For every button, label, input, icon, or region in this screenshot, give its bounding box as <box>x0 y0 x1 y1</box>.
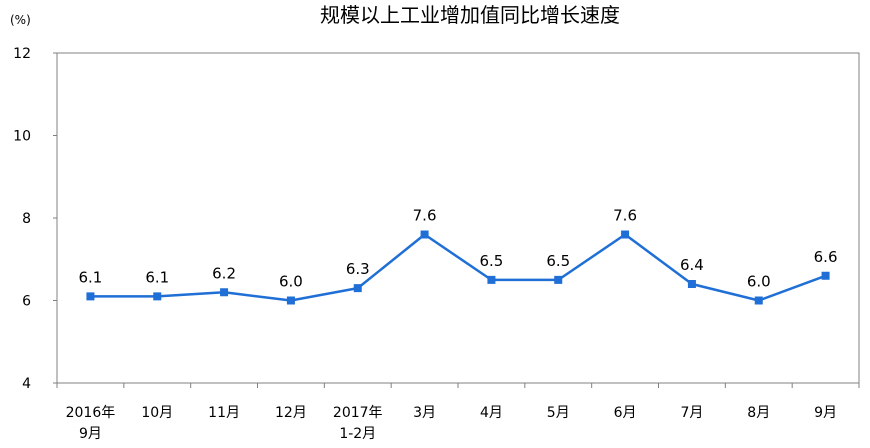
data-label: 6.6 <box>814 248 838 266</box>
x-tick-label: 9月 <box>814 405 837 421</box>
data-point-marker <box>487 275 496 284</box>
x-tick-label: 2016年 <box>66 405 116 421</box>
data-point-marker <box>754 296 763 305</box>
data-point-marker <box>286 296 295 305</box>
data-label: 6.0 <box>279 273 303 291</box>
x-tick-label: 8月 <box>747 405 770 421</box>
data-label: 6.0 <box>747 273 771 291</box>
data-label: 6.1 <box>78 268 102 286</box>
x-axis: 2016年 9月 10月 11月 12月 2017年 1-2月 3月 4月 5月 6月 7月 8月 9月 <box>56 383 860 442</box>
x-tick-label: 1-2月 <box>339 426 376 442</box>
x-tick-label: 11月 <box>208 405 240 421</box>
y-tick-label: 12 <box>13 46 31 62</box>
y-unit-label: (%) <box>10 13 31 27</box>
x-tick-label: 5月 <box>547 405 570 421</box>
plot-area-frame <box>56 52 860 384</box>
chart-title: 规模以上工业增加值同比增长速度 <box>320 3 620 27</box>
data-point-marker <box>420 230 429 239</box>
x-tick-label: 7月 <box>680 405 703 421</box>
data-label: 6.5 <box>479 252 503 270</box>
x-tick-label: 6月 <box>614 405 637 421</box>
y-axis: 4 6 8 10 12 <box>13 46 57 392</box>
data-point-marker <box>621 230 630 239</box>
data-label: 7.6 <box>413 207 437 225</box>
data-point-marker <box>220 288 229 297</box>
data-label: 7.6 <box>613 207 637 225</box>
x-tick-label: 3月 <box>413 405 436 421</box>
series-industrial-growth: 6.1 6.1 6.2 6.0 6.3 7.6 6.5 6.5 7.6 6.4 6.0 6.6 <box>78 207 838 305</box>
x-tick-label: 2017年 <box>333 405 383 421</box>
data-point-marker <box>554 275 563 284</box>
data-label: 6.2 <box>212 264 236 282</box>
data-label: 6.5 <box>546 252 570 270</box>
y-tick-label: 8 <box>22 211 31 227</box>
x-tick-label: 4月 <box>480 405 503 421</box>
data-point-marker <box>86 292 95 301</box>
x-tick-label: 10月 <box>141 405 173 421</box>
y-tick-label: 10 <box>13 129 31 145</box>
y-tick-label: 6 <box>22 294 31 310</box>
data-label: 6.1 <box>145 268 169 286</box>
data-point-marker <box>687 280 696 288</box>
data-point-marker <box>353 284 362 293</box>
data-point-marker <box>821 271 830 280</box>
data-label: 6.3 <box>346 260 370 278</box>
series-line <box>90 233 827 302</box>
x-tick-label: 9月 <box>79 426 102 442</box>
x-tick-label: 12月 <box>275 405 307 421</box>
data-label: 6.4 <box>680 256 704 274</box>
data-point-marker <box>153 292 162 301</box>
y-tick-label: 4 <box>22 376 31 392</box>
